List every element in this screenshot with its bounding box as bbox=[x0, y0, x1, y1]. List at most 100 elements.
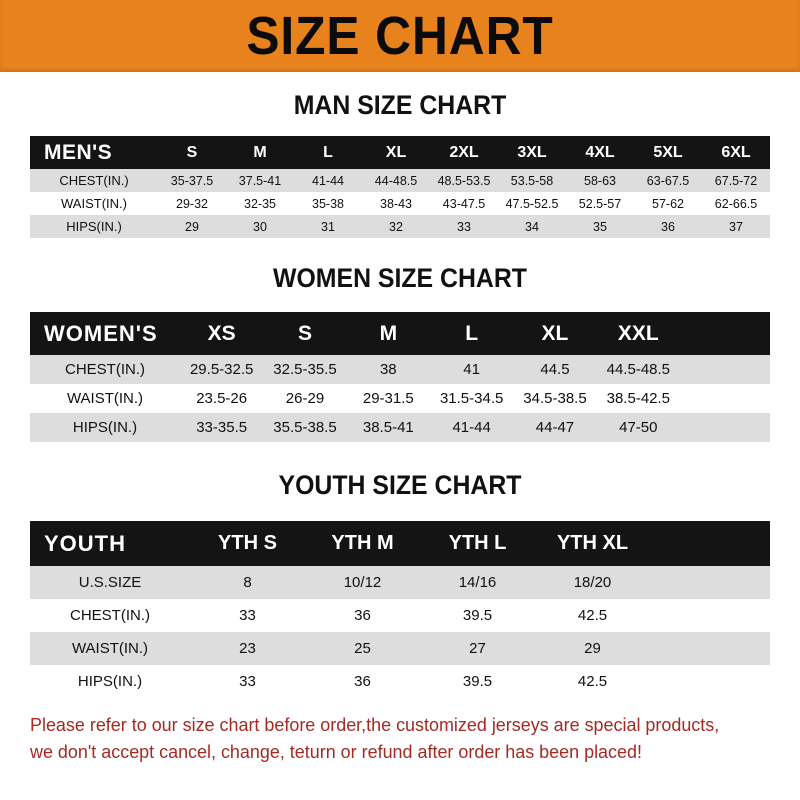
men-cell: 32 bbox=[389, 219, 403, 234]
youth-cell: 29 bbox=[584, 640, 601, 657]
youth-section-title: YOUTH SIZE CHART bbox=[278, 470, 522, 500]
youth-size-section: YOUTH SIZE CHART YOUTH YTH S YTH M YTH L YT… bbox=[0, 472, 800, 698]
men-row-label: HIPS(IN.) bbox=[66, 219, 122, 234]
women-cell-filler bbox=[680, 413, 770, 442]
youth-cell-filler bbox=[650, 599, 770, 632]
size-chart-banner: SIZE CHART bbox=[0, 0, 800, 72]
women-column-header: L bbox=[465, 321, 479, 345]
table-row: HIPS(IN.) 33-35.5 35.5-38.5 38.5-41 41-44 44-… bbox=[30, 413, 770, 442]
youth-cell: 18/20 bbox=[573, 574, 612, 591]
youth-cell: 25 bbox=[354, 640, 371, 657]
men-cell: 67.5-72 bbox=[714, 173, 758, 188]
men-cell: 58-63 bbox=[584, 173, 616, 188]
men-cell: 43-47.5 bbox=[442, 196, 486, 211]
men-row-label: WAIST(IN.) bbox=[61, 196, 127, 211]
men-cell: 57-62 bbox=[652, 196, 684, 211]
men-table-head: MEN'S S M L XL 2XL 3XL 4XL 5XL 6XL bbox=[30, 136, 770, 169]
men-column-header: S bbox=[186, 143, 198, 161]
women-cell: 47-50 bbox=[619, 419, 658, 436]
youth-cell: 14/16 bbox=[458, 574, 497, 591]
youth-cell-filler bbox=[650, 566, 770, 599]
men-cell: 35-37.5 bbox=[170, 173, 214, 188]
women-column-header: XL bbox=[541, 321, 569, 345]
women-cell: 35.5-38.5 bbox=[273, 419, 337, 436]
man-size-section: MAN SIZE CHART MEN'S S M L XL 2XL 3XL 4XL 5XL 6X… bbox=[0, 92, 800, 238]
men-cell: 63-67.5 bbox=[646, 173, 690, 188]
women-size-section: WOMEN SIZE CHART WOMEN'S XS S M L XL XXL CHES… bbox=[0, 265, 800, 442]
table-row: CHEST(IN.) 29.5-32.5 32.5-35.5 38 41 44.5 44.5… bbox=[30, 355, 770, 384]
men-header-row: MEN'S S M L XL 2XL 3XL 4XL 5XL 6XL bbox=[30, 136, 770, 169]
men-cell: 37.5-41 bbox=[238, 173, 282, 188]
note-line-2: we don't accept cancel, change, teturn o… bbox=[30, 740, 642, 762]
men-cell: 52.5-57 bbox=[578, 196, 622, 211]
youth-corner-label: YOUTH bbox=[44, 530, 126, 556]
youth-cell: 39.5 bbox=[462, 673, 493, 690]
men-column-header: 4XL bbox=[585, 143, 615, 161]
men-cell: 34 bbox=[525, 219, 539, 234]
youth-cell: 33 bbox=[239, 673, 256, 690]
table-row: WAIST(IN.) 23.5-26 26-29 29-31.5 31.5-34.5 34… bbox=[30, 384, 770, 413]
men-size-table: MEN'S S M L XL 2XL 3XL 4XL 5XL 6XL CHEST(IN.) 35-… bbox=[30, 136, 770, 238]
table-row: CHEST(IN.) 33 36 39.5 42.5 bbox=[30, 599, 770, 632]
men-column-header: 5XL bbox=[653, 143, 683, 161]
youth-cell: 10/12 bbox=[343, 574, 382, 591]
women-cell: 23.5-26 bbox=[196, 390, 248, 407]
youth-cell: 39.5 bbox=[462, 607, 493, 624]
men-cell: 41-44 bbox=[312, 173, 344, 188]
women-table-body: CHEST(IN.) 29.5-32.5 32.5-35.5 38 41 44.5 44.5… bbox=[30, 355, 770, 442]
women-cell: 33-35.5 bbox=[196, 419, 248, 436]
women-cell: 31.5-34.5 bbox=[439, 390, 504, 407]
women-cell: 41 bbox=[463, 361, 480, 378]
men-cell: 32-35 bbox=[244, 196, 276, 211]
women-column-header: XS bbox=[207, 321, 236, 345]
women-cell: 29.5-32.5 bbox=[189, 361, 254, 378]
men-column-header: M bbox=[253, 143, 267, 161]
banner-title: SIZE CHART bbox=[246, 6, 554, 66]
women-cell: 26-29 bbox=[285, 390, 325, 407]
women-section-title: WOMEN SIZE CHART bbox=[273, 263, 527, 293]
women-cell: 38.5-41 bbox=[362, 419, 414, 436]
women-table-head: WOMEN'S XS S M L XL XXL bbox=[30, 312, 770, 355]
men-cell: 33 bbox=[457, 219, 471, 234]
youth-column-header: YTH S bbox=[218, 532, 277, 554]
man-section-title: MAN SIZE CHART bbox=[293, 90, 507, 120]
youth-cell: 36 bbox=[354, 673, 371, 690]
men-cell: 62-66.5 bbox=[714, 196, 758, 211]
women-cell: 38 bbox=[379, 361, 397, 378]
women-header-filler bbox=[680, 312, 770, 355]
youth-row-label: HIPS(IN.) bbox=[77, 673, 143, 690]
women-cell: 44.5-48.5 bbox=[606, 361, 671, 378]
youth-cell: 8 bbox=[243, 574, 252, 591]
order-policy-note: Please refer to our size chart before or… bbox=[30, 712, 748, 766]
table-row: WAIST(IN.) 29-32 32-35 35-38 38-43 43-47.5 47.… bbox=[30, 192, 770, 215]
men-cell: 30 bbox=[253, 219, 267, 234]
women-row-label: HIPS(IN.) bbox=[72, 419, 138, 436]
men-corner-label: MEN'S bbox=[44, 140, 113, 164]
table-row: CHEST(IN.) 35-37.5 37.5-41 41-44 44-48.5 48.5… bbox=[30, 169, 770, 192]
women-cell: 44.5 bbox=[540, 361, 570, 378]
women-cell: 34.5-38.5 bbox=[523, 390, 587, 407]
youth-column-header: YTH M bbox=[331, 532, 394, 554]
men-cell: 44-48.5 bbox=[374, 173, 418, 188]
youth-cell: 36 bbox=[354, 607, 371, 624]
youth-cell: 23 bbox=[239, 640, 256, 657]
men-column-header: 6XL bbox=[721, 143, 751, 161]
note-line-1: Please refer to our size chart before or… bbox=[30, 714, 720, 735]
table-row: U.S.SIZE 8 10/12 14/16 18/20 bbox=[30, 566, 770, 599]
men-cell: 47.5-52.5 bbox=[505, 196, 559, 211]
women-size-table: WOMEN'S XS S M L XL XXL CHEST(IN.) 29.5-32.5 32… bbox=[30, 312, 770, 442]
youth-row-label: CHEST(IN.) bbox=[70, 607, 150, 624]
women-column-header: S bbox=[297, 321, 312, 345]
table-row: WAIST(IN.) 23 25 27 29 bbox=[30, 632, 770, 665]
youth-cell: 27 bbox=[469, 640, 486, 657]
women-cell: 38.5-42.5 bbox=[606, 390, 671, 407]
women-cell: 44-47 bbox=[535, 419, 575, 436]
women-cell-filler bbox=[680, 384, 770, 413]
men-row-label: CHEST(IN.) bbox=[59, 173, 129, 188]
men-column-header: 2XL bbox=[449, 143, 479, 161]
women-cell: 32.5-35.5 bbox=[273, 361, 337, 378]
women-cell-filler bbox=[680, 355, 770, 384]
youth-cell-filler bbox=[650, 665, 770, 698]
women-corner-label: WOMEN'S bbox=[44, 320, 158, 346]
youth-header-filler bbox=[650, 521, 770, 566]
